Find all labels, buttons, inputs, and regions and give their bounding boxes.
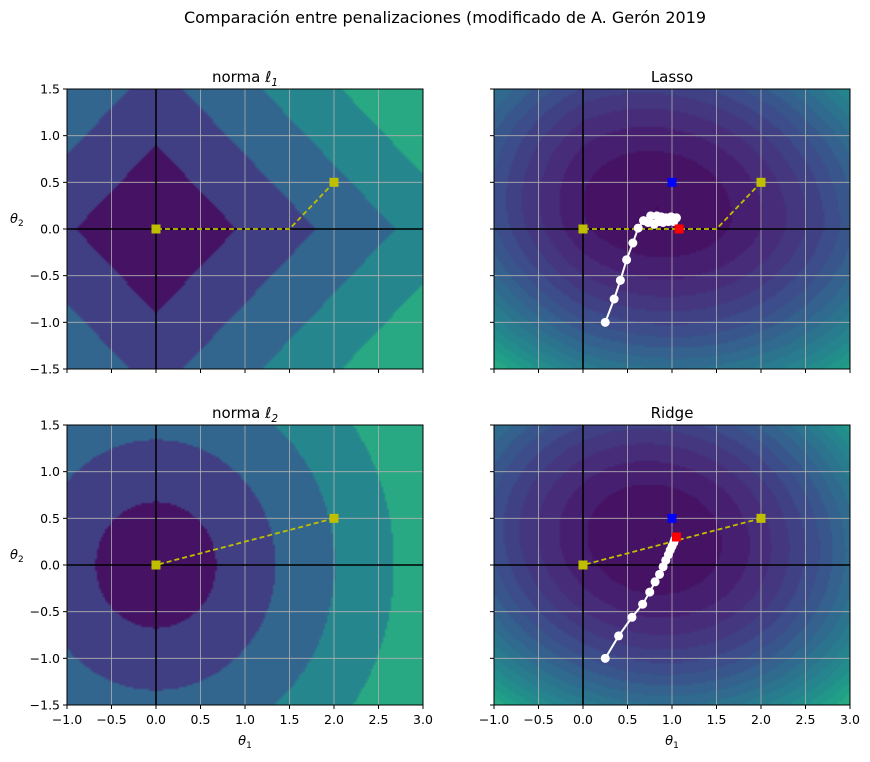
x-tick-label: 1.0 xyxy=(662,712,682,727)
y-tick-label: 0.0 xyxy=(40,222,60,237)
y-tick-label: 0.0 xyxy=(40,558,60,573)
y-tick-label: 0.5 xyxy=(40,175,60,190)
yellow-square-marker xyxy=(329,177,339,187)
y-tick-label: 1.5 xyxy=(40,82,60,97)
white-step-marker xyxy=(615,275,625,285)
white-step-marker xyxy=(614,631,624,641)
yellow-path-line xyxy=(156,181,335,230)
x-tick-label: 0.5 xyxy=(618,712,638,727)
white-step-marker xyxy=(646,211,656,221)
y-tick-label: −1.5 xyxy=(30,362,60,377)
x-tick-label: 3.0 xyxy=(840,712,860,727)
red-square-marker xyxy=(671,532,681,542)
white-step-marker xyxy=(627,612,637,622)
white-step-marker xyxy=(622,255,632,265)
x-tick-label: −1.0 xyxy=(52,712,82,727)
x-tick-label: −1.0 xyxy=(479,712,509,727)
x-tick-label: 1.0 xyxy=(235,712,255,727)
y-tick-label: 1.5 xyxy=(40,418,60,433)
x-axis-label: θ1 xyxy=(238,734,252,751)
x-tick-label: 2.5 xyxy=(369,712,389,727)
yellow-square-marker xyxy=(756,177,766,187)
panel-title: norma ℓ2 xyxy=(212,404,278,425)
panel-title: Ridge xyxy=(651,404,694,422)
x-tick-label: 1.5 xyxy=(707,712,727,727)
white-step-marker xyxy=(633,223,643,233)
y-axis-label: θ2 xyxy=(10,212,24,229)
yellow-square-marker xyxy=(756,513,766,523)
yellow-square-marker xyxy=(329,513,339,523)
panel-ridge: −1.0 −0.5 0.0 0.5 1.0 1.5 2.0 2.5 3.0 Ridge θ1 xyxy=(479,404,860,751)
yellow-square-marker xyxy=(151,224,161,234)
white-step-marker xyxy=(645,587,655,597)
x-tick-label: −0.5 xyxy=(96,712,126,727)
panel-l1: −1.5 −1.0 −0.5 0.0 0.5 1.0 1.5 norma ℓ1 θ2 xyxy=(10,68,424,377)
x-tick-label: 0.0 xyxy=(573,712,593,727)
blue-square-marker xyxy=(667,513,677,523)
white-step-marker xyxy=(655,569,665,579)
x-tick-label: 0.0 xyxy=(146,712,166,727)
y-tick-label: 0.5 xyxy=(40,511,60,526)
x-tick-label: 3.0 xyxy=(413,712,433,727)
y-tick-label: −0.5 xyxy=(30,268,60,283)
x-tick-label: 2.0 xyxy=(324,712,344,727)
panel-title: Lasso xyxy=(651,68,693,86)
panel-title: norma ℓ1 xyxy=(212,68,278,89)
x-tick-label: 1.5 xyxy=(280,712,300,727)
yellow-path-line xyxy=(583,181,762,230)
y-tick-label: −1.0 xyxy=(30,315,60,330)
white-step-marker xyxy=(638,599,648,609)
white-step-marker xyxy=(650,577,660,587)
x-tick-label: 0.5 xyxy=(191,712,211,727)
yellow-square-marker xyxy=(151,560,161,570)
x-tick-label: 2.5 xyxy=(796,712,816,727)
panel-lasso: Lasso xyxy=(490,68,851,373)
yellow-square-marker xyxy=(578,224,588,234)
yellow-path-line xyxy=(155,517,335,566)
y-tick-label: 1.0 xyxy=(40,464,60,479)
blue-square-marker xyxy=(667,177,677,187)
y-axis-label: θ2 xyxy=(10,548,24,565)
x-tick-label: 2.0 xyxy=(751,712,771,727)
white-step-marker xyxy=(609,294,619,304)
y-tick-label: −1.0 xyxy=(30,651,60,666)
white-step-marker xyxy=(628,238,638,248)
x-tick-label: −0.5 xyxy=(523,712,553,727)
figure-title: Comparación entre penalizaciones (modifi… xyxy=(184,8,706,27)
y-tick-label: −1.5 xyxy=(30,698,60,713)
y-tick-label: −0.5 xyxy=(30,604,60,619)
white-step-marker xyxy=(600,317,610,327)
panel-l2: −1.0 −0.5 0.0 0.5 1.0 1.5 2.0 2.5 3.0−1.5−1.0−0.… xyxy=(10,404,433,751)
x-axis-label: θ1 xyxy=(665,734,679,751)
white-step-marker xyxy=(671,213,681,223)
white-step-marker xyxy=(600,653,610,663)
red-square-marker xyxy=(674,224,684,234)
yellow-square-marker xyxy=(578,560,588,570)
y-tick-label: 1.0 xyxy=(40,128,60,143)
